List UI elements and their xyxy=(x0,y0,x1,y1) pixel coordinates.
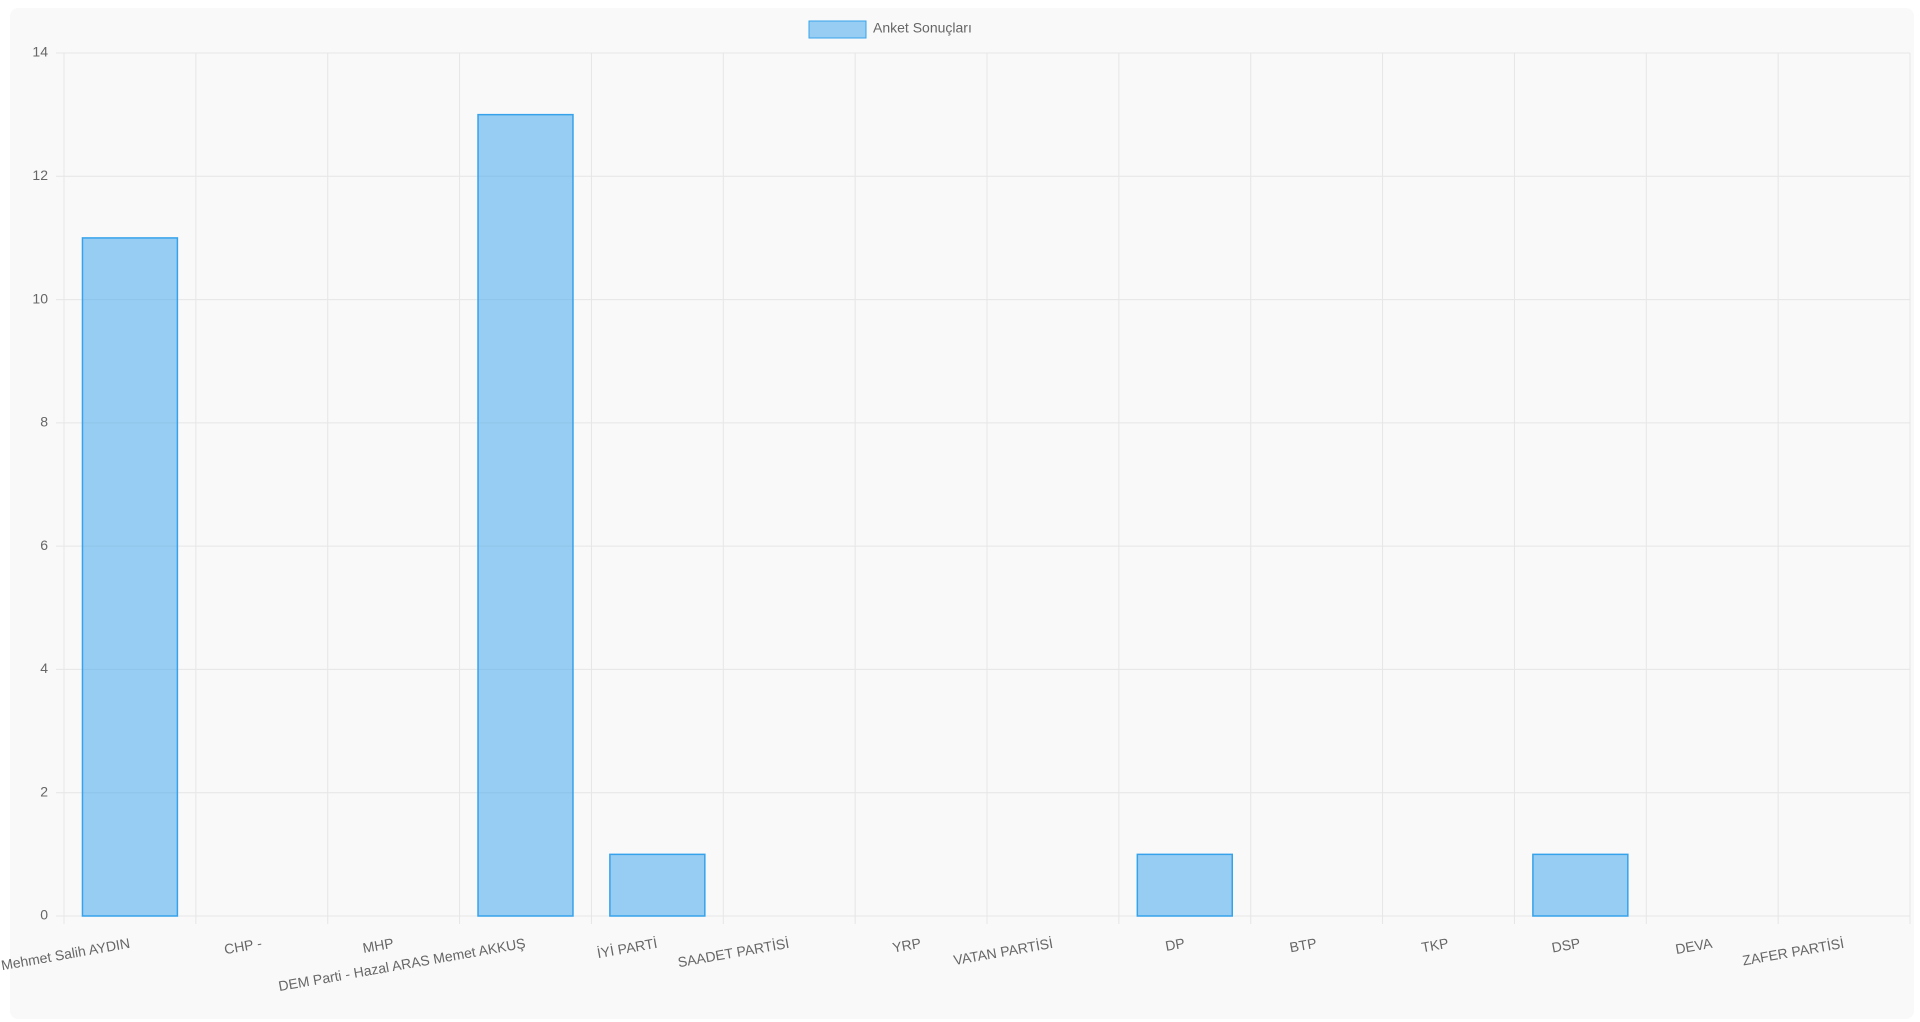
y-tick-label: 4 xyxy=(40,660,48,676)
x-tick-label: DSP xyxy=(1550,935,1581,956)
legend-swatch[interactable] xyxy=(808,20,867,39)
legend-label[interactable]: Anket Sonuçları xyxy=(873,20,972,36)
x-tick-label: TKP xyxy=(1420,935,1450,955)
bar xyxy=(81,237,179,917)
y-tick-label: 8 xyxy=(40,414,48,430)
x-tick-label: CHP - xyxy=(223,935,263,957)
bar xyxy=(477,113,574,917)
bar xyxy=(1532,853,1629,917)
bar xyxy=(1136,853,1234,917)
bar xyxy=(609,853,706,917)
y-tick-label: 0 xyxy=(40,907,48,923)
y-tick-label: 12 xyxy=(32,167,48,183)
x-tick-label: YRP xyxy=(891,935,922,956)
y-tick-label: 2 xyxy=(40,783,48,799)
x-tick-label: DEVA xyxy=(1674,935,1714,957)
x-tick-label: MHP xyxy=(361,935,394,956)
x-tick-label: DP xyxy=(1164,935,1186,954)
y-tick-label: 10 xyxy=(32,290,48,306)
y-tick-label: 14 xyxy=(32,44,48,60)
y-tick-label: 6 xyxy=(40,537,48,553)
x-tick-label: BTP xyxy=(1288,935,1318,955)
